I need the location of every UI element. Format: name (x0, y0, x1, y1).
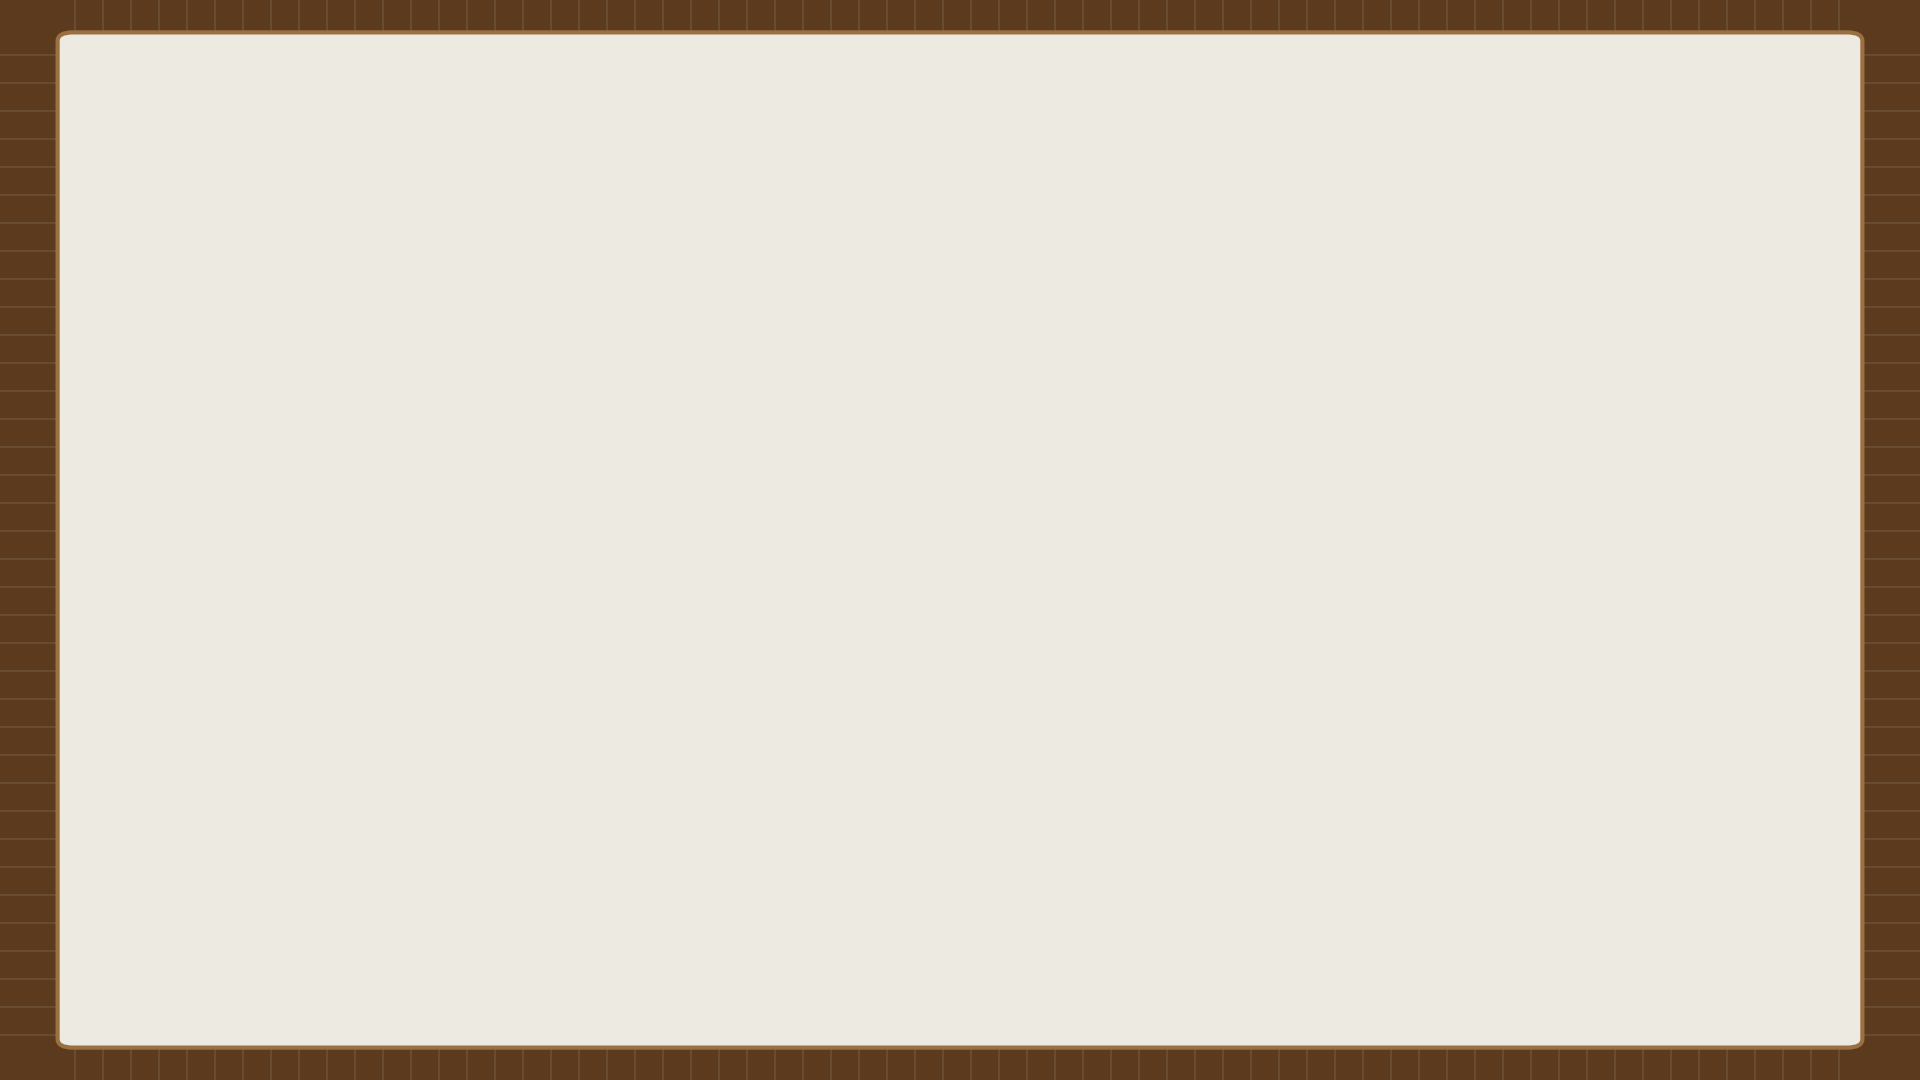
Text: $B_3$: $B_3$ (1290, 696, 1311, 716)
Text: 0: 0 (603, 291, 618, 311)
Text: $B_0$: $B_0$ (1062, 230, 1083, 249)
Text: $I_{A>B}$: $I_{A>B}$ (691, 248, 726, 267)
Text: $A_2$: $A_2$ (885, 133, 906, 153)
Polygon shape (1308, 580, 1363, 630)
Text: $A_1$: $A_1$ (797, 551, 818, 570)
Text: $S_0$: $S_0$ (730, 1005, 751, 1025)
Text: $S_3$: $S_3$ (1248, 1005, 1269, 1025)
Text: $S_1$: $S_1$ (902, 915, 922, 935)
Text: $A_0$: $A_0$ (708, 133, 732, 153)
Text: $B_2$: $B_2$ (1238, 551, 1258, 570)
Text: 如果A>B,则S=A+(~B)+1: 如果A>B,则S=A+(~B)+1 (184, 367, 478, 393)
FancyBboxPatch shape (595, 696, 1405, 1000)
Text: $C_{-1}$: $C_{-1}$ (641, 818, 674, 837)
Text: $B_0$: $B_0$ (1062, 133, 1083, 153)
Text: $A_3$: $A_3$ (939, 696, 960, 716)
Polygon shape (956, 580, 1012, 630)
Text: $F_{A<B}$: $F_{A<B}$ (1221, 418, 1260, 436)
Text: $S_3$: $S_3$ (1248, 915, 1269, 935)
Text: CO: CO (1319, 819, 1348, 836)
Text: 2.减法器各部分原理分析: 2.减法器各部分原理分析 (184, 51, 540, 99)
Text: 74HC283: 74HC283 (925, 809, 1066, 837)
Text: $B_1$: $B_1$ (1150, 551, 1169, 570)
Text: 1: 1 (526, 818, 540, 837)
Circle shape (1242, 630, 1254, 639)
Text: $S_1$: $S_1$ (902, 1005, 922, 1025)
Text: $S_2$: $S_2$ (1075, 1005, 1094, 1025)
Text: 对输出S分析：: 对输出S分析： (184, 276, 298, 303)
Circle shape (803, 630, 812, 639)
Text: $B_1$: $B_1$ (1150, 133, 1171, 153)
Text: 74HC85: 74HC85 (1031, 295, 1152, 323)
Text: $B_3$: $B_3$ (1327, 230, 1346, 249)
Polygon shape (691, 580, 749, 630)
Polygon shape (1044, 580, 1100, 630)
Polygon shape (1219, 580, 1277, 630)
Bar (680, 215, 1390, 410)
Circle shape (891, 630, 900, 639)
Text: 1: 1 (603, 346, 618, 365)
Text: 图题 4.4.38: 图题 4.4.38 (922, 1005, 1027, 1025)
Text: $B_2$: $B_2$ (1238, 230, 1258, 249)
Text: $I_{A=B}$: $I_{A=B}$ (691, 346, 726, 365)
Text: $B_1$: $B_1$ (1150, 230, 1169, 249)
Text: $A_1$: $A_1$ (762, 696, 783, 716)
Text: 0: 0 (603, 248, 618, 268)
Text: $A_0$: $A_0$ (710, 551, 730, 570)
Text: $A_0$: $A_0$ (710, 230, 730, 249)
Text: $B_3$: $B_3$ (1325, 133, 1346, 153)
Text: $S_0$: $S_0$ (730, 915, 751, 935)
Polygon shape (868, 580, 924, 630)
Text: $A_3$: $A_3$ (973, 230, 995, 249)
Text: $I_{A<B}$: $I_{A<B}$ (691, 292, 726, 310)
Circle shape (1156, 630, 1165, 639)
Circle shape (979, 630, 989, 639)
Text: $A_2$: $A_2$ (851, 696, 872, 716)
Text: $B_1$: $B_1$ (1116, 696, 1135, 716)
Text: $S_2$: $S_2$ (1075, 915, 1094, 935)
Text: $A_2$: $A_2$ (885, 230, 906, 249)
Text: $A_3$: $A_3$ (973, 133, 995, 153)
Text: $B_2$: $B_2$ (1204, 696, 1223, 716)
Text: $B_0$: $B_0$ (1062, 551, 1083, 570)
Polygon shape (780, 580, 835, 630)
Text: $A_1$: $A_1$ (797, 133, 820, 153)
Bar (630, 740, 1359, 905)
Circle shape (1331, 630, 1340, 639)
Text: $B_3$: $B_3$ (1327, 551, 1346, 570)
Text: $B_0$: $B_0$ (1027, 696, 1046, 716)
Text: $A_0$: $A_0$ (674, 696, 695, 716)
Text: $F_{A>B}$: $F_{A>B}$ (1031, 418, 1069, 436)
Text: $A_3$: $A_3$ (973, 551, 995, 570)
Circle shape (714, 630, 726, 639)
Polygon shape (1133, 580, 1188, 630)
Text: $A_2$: $A_2$ (885, 551, 906, 570)
Text: 比较、取反、求和: 比较、取反、求和 (184, 767, 311, 793)
Text: $F_{A=B}$: $F_{A=B}$ (816, 418, 854, 436)
Text: $A_1$: $A_1$ (797, 230, 818, 249)
Text: 如果A<=B,则S=B+(~A)+1: 如果A<=B,则S=B+(~A)+1 (184, 502, 499, 528)
Circle shape (1068, 630, 1077, 639)
Text: 减法器的三个部分分别对应三步运算：: 减法器的三个部分分别对应三步运算： (184, 672, 455, 698)
Text: $B_2$: $B_2$ (1238, 133, 1258, 153)
